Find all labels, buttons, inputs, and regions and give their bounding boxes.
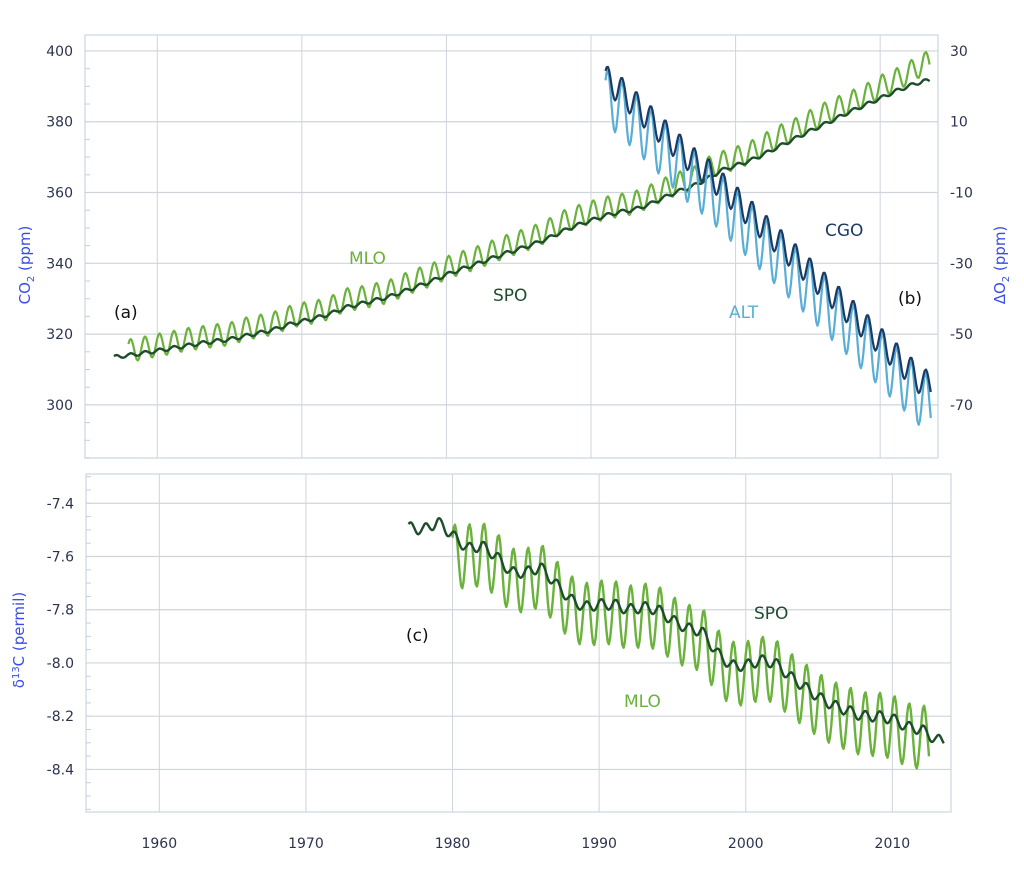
y-tick-label-left: -7.8	[47, 603, 74, 619]
y-tick-label-left: -7.6	[47, 550, 74, 566]
top-right-ylabel: ΔO2 (ppm)	[991, 226, 1012, 305]
plot-frame	[85, 473, 952, 813]
x-tick-label: 1970	[288, 836, 324, 852]
y-tick-label-right: -50	[950, 327, 973, 343]
panel-label-a: (a)	[114, 303, 138, 323]
y-tick-label-right: -10	[950, 186, 973, 202]
series-line-mlo-co2	[127, 51, 931, 362]
y-tick-label-left: 300	[46, 398, 73, 414]
x-tick-label: 1990	[581, 836, 617, 852]
y-tick-label-left: 340	[46, 256, 73, 272]
y-tick-label-left: -8.4	[47, 762, 74, 778]
y-tick-label-right: -70	[950, 398, 973, 414]
series-line-cgo-o2	[604, 65, 932, 395]
bottom-ylabel: δ13C (permil)	[10, 592, 28, 688]
x-tick-label: 1980	[435, 836, 471, 852]
panel-label-c: (c)	[406, 626, 429, 646]
y-tick-label-right: 10	[950, 115, 968, 131]
y-tick-label-left: -8.0	[47, 656, 74, 672]
series-line-spo-d13c	[407, 517, 945, 744]
plot-frame	[84, 34, 939, 459]
y-tick-label-left: 360	[46, 186, 73, 202]
bottom-panel-d13c: 1960 1970 1980 1990 2000 2010 -7.4 -7.6 -7.8 -8.0…	[47, 473, 952, 852]
series-label-mlo-d13c: MLO	[624, 692, 661, 712]
y-tick-label-left: -8.2	[47, 709, 74, 725]
x-tick-label: 2000	[728, 836, 764, 852]
series-label-spo-d13c: SPO	[754, 604, 788, 624]
y-tick-label-left: 380	[46, 115, 73, 131]
top-panel-co2-o2: 300 320 340 360 380 400 -70 -50 -30 -10 10 30	[46, 34, 973, 459]
y-tick-label-left: -7.4	[47, 496, 74, 512]
series-label-mlo-co2: MLO	[349, 249, 386, 269]
x-tick-label: 1960	[141, 836, 177, 852]
panel-label-b: (b)	[898, 289, 922, 309]
series-line-spo-co2	[113, 78, 931, 359]
y-tick-label-right: 30	[950, 44, 968, 60]
series-line-mlo-d13c	[451, 522, 931, 770]
series-label-alt: ALT	[729, 303, 759, 323]
y-tick-label-left: 400	[46, 44, 73, 60]
top-left-ylabel: CO2 (ppm)	[16, 226, 37, 305]
x-tick-label: 2010	[875, 836, 911, 852]
y-tick-label-left: 320	[46, 327, 73, 343]
series-label-spo-co2: SPO	[493, 286, 527, 306]
y-tick-label-right: -30	[950, 256, 973, 272]
series-label-cgo: CGO	[825, 221, 863, 241]
